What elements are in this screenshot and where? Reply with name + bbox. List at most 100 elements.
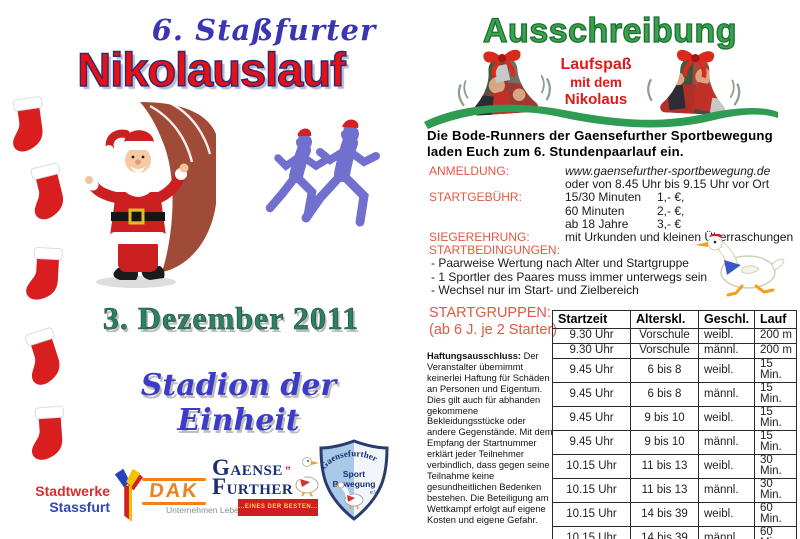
sponsor-stadtwerke-line1: Stadtwerke bbox=[35, 483, 110, 499]
table-cell: 11 bis 13 bbox=[630, 454, 699, 479]
badge-line3: Bewegung bbox=[333, 479, 376, 489]
bell-caption: Laufspaß mit dem Nikolaus bbox=[545, 55, 647, 109]
table-cell: 11 bis 13 bbox=[630, 478, 699, 503]
table-cell: 9.45 Uhr bbox=[552, 430, 631, 455]
anmeldung-label: ANMELDUNG: bbox=[429, 164, 510, 178]
table-cell: Vorschule bbox=[630, 328, 699, 344]
event-venue: Stadion der Einheit bbox=[140, 368, 337, 438]
anmeldung-row2: oder von 8.45 Uhr bis 9.15 Uhr vor Ort bbox=[429, 178, 795, 191]
fees-rows: 15/30 Minuten 1,- €, 60 Minuten 2,- €, ab 18… bbox=[565, 191, 795, 231]
sponsor-dak-tagline: Unternehmen Leben bbox=[166, 505, 244, 515]
table-cell: männl bbox=[698, 526, 755, 539]
intro-text: Die Bode-Runners der Gaensefurther Sport… bbox=[427, 128, 789, 159]
gaense-line2: FURTHER bbox=[212, 474, 294, 499]
goose-logo-icon bbox=[295, 457, 319, 497]
table-cell: 6 bis 8 bbox=[630, 358, 699, 383]
badge-line2: Sport bbox=[343, 469, 365, 479]
table-cell: 14 bis 39 bbox=[630, 526, 699, 539]
table-cell: 30 Min. bbox=[754, 454, 797, 479]
page-title: Ausschreibung bbox=[482, 11, 737, 50]
bell-caption-line: mit dem bbox=[570, 75, 622, 90]
bell-caption-line: Laufspaß bbox=[560, 56, 632, 73]
table-cell: 15 Min. bbox=[754, 382, 797, 407]
table-cell: 10.15 Uhr bbox=[552, 502, 631, 527]
running-goose-icon bbox=[695, 234, 785, 297]
fee-row: 60 Minuten 2,- €, bbox=[565, 203, 685, 218]
startgruppen-title: STARTGRUPPEN: bbox=[429, 305, 551, 321]
table-header-cell: Alterskl. bbox=[630, 310, 699, 329]
table-row: 9.45 Uhr 9 bis 10 weibl. 15 Min. bbox=[552, 406, 797, 431]
table-row: 9.30 Uhr Vorschule männl. 200 m bbox=[552, 343, 797, 359]
disclaimer: Haftungsausschluss: Der Veranstalter übe… bbox=[427, 351, 557, 526]
anmeldung-onsite: oder von 8.45 Uhr bis 9.15 Uhr vor Ort bbox=[565, 177, 770, 192]
table-cell: 15 Min. bbox=[754, 358, 797, 383]
sponsor-stadtwerke-line2: Stassfurt bbox=[49, 499, 110, 515]
table-cell: 15 Min. bbox=[754, 406, 797, 431]
stocking-icon bbox=[32, 405, 65, 460]
table-cell: weibl. bbox=[698, 454, 755, 479]
club-badge-icon: Gaensefurther Sport Bewegung e.V. bbox=[318, 439, 389, 521]
table-cell: männl. bbox=[698, 478, 755, 503]
table-cell: männl. bbox=[698, 430, 755, 455]
table-cell: 15 Min. bbox=[754, 430, 797, 455]
startbedingungen-item: - Paarweise Wertung nach Alter und Start… bbox=[431, 256, 689, 271]
table-header-cell: Geschl. bbox=[698, 310, 755, 329]
table-row: 9.45 Uhr 6 bis 8 weibl. 15 Min. bbox=[552, 358, 797, 383]
disclaimer-body: Der Veranstalter übernimmt keinerlei Haf… bbox=[427, 351, 553, 525]
gaense-mark: ” bbox=[284, 464, 292, 478]
table-cell: 10.15 Uhr bbox=[552, 454, 631, 479]
event-subtitle: 6. Staßfurter bbox=[151, 13, 377, 47]
sponsor-stadtwerke: Stadtwerke Stassfurt bbox=[28, 483, 110, 515]
bell-photo-icon bbox=[647, 49, 741, 116]
startgruppen-label: STARTGRUPPEN: (ab 6 J. je 2 Starter) bbox=[429, 305, 557, 339]
table-cell: 6 bis 8 bbox=[630, 382, 699, 407]
santa-illustration bbox=[85, 101, 216, 288]
table-cell: 60 Min. bbox=[754, 526, 797, 539]
table-cell: 9.45 Uhr bbox=[552, 358, 631, 383]
table-row: 9.45 Uhr 6 bis 8 männl. 15 Min. bbox=[552, 382, 797, 407]
table-cell: weibl. bbox=[698, 358, 755, 383]
start-table: Startzeit Alterskl. Geschl. Lauf 9.30 Uhr Vo… bbox=[552, 310, 797, 539]
startgebuehr-label: STARTGEBÜHR: bbox=[429, 190, 522, 205]
gaense-banner: ...EINES DER BESTEN... bbox=[238, 499, 318, 516]
table-row: 10.15 Uhr 14 bis 39 weibl. 60 Min. bbox=[552, 502, 797, 527]
green-wave-divider bbox=[424, 104, 778, 129]
startbedingungen-list: - Paarweise Wertung nach Alter und Start… bbox=[429, 257, 795, 297]
dak-bar bbox=[142, 478, 206, 481]
siegerehrung-value: mit Urkunden und kleinen Überraschungen bbox=[565, 230, 794, 245]
stocking-icon bbox=[30, 162, 63, 220]
stocking-icon bbox=[12, 96, 43, 152]
table-row: 10.15 Uhr 11 bis 13 männl. 30 Min. bbox=[552, 478, 797, 503]
table-cell: 9 bis 10 bbox=[630, 406, 699, 431]
intro-line2: laden Euch zum 6. Stundenpaarlauf ein. bbox=[427, 143, 684, 159]
runners-illustration bbox=[265, 119, 380, 227]
startbedingungen-item: - 1 Sportler des Paares muss immer unter… bbox=[431, 269, 708, 284]
stocking-icon bbox=[25, 327, 60, 385]
startgruppen-note: (ab 6 J. je 2 Starter) bbox=[429, 322, 558, 338]
siegerehrung-label: SIEGEREHRUNG: bbox=[429, 230, 530, 245]
table-cell: weibl. bbox=[698, 328, 755, 344]
table-cell: männl. bbox=[698, 382, 755, 407]
event-date: 3. Dezember 2011 bbox=[102, 300, 360, 337]
fee-row: 15/30 Minuten 1,- €, bbox=[565, 190, 685, 205]
table-cell: weibl. bbox=[698, 502, 755, 527]
stocking-icon bbox=[26, 246, 63, 300]
table-row: 9.30 Uhr Vorschule weibl. 200 m bbox=[552, 328, 797, 344]
fee-row: ab 18 Jahre 3,- € bbox=[565, 216, 682, 231]
badge-ev: e.V. bbox=[370, 490, 378, 496]
intro-line1: Die Bode-Runners der Gaensefurther Sport… bbox=[427, 128, 773, 143]
start-table-body: 9.30 Uhr Vorschule weibl. 200 m 9.30 Uhr Vors… bbox=[552, 328, 797, 539]
startbedingungen-label: STARTBEDINGUNGEN: bbox=[429, 243, 560, 258]
table-cell: 9.30 Uhr bbox=[552, 328, 631, 344]
table-header-cell: Startzeit bbox=[552, 310, 631, 329]
sponsor-gaensefurther-logo: GAENSE” FURTHER ...EINES DER BESTEN... bbox=[212, 460, 322, 516]
disclaimer-lead: Haftungsausschluss: bbox=[427, 351, 522, 361]
table-cell: 14 bis 39 bbox=[630, 502, 699, 527]
table-cell: 9.45 Uhr bbox=[552, 406, 631, 431]
bell-caption-line: Nikolaus bbox=[564, 91, 628, 108]
table-cell: 200 m bbox=[754, 343, 797, 359]
anmeldung-url: www.gaensefurther-sportbewegung.de bbox=[565, 164, 771, 178]
table-cell: 60 Min. bbox=[754, 502, 797, 527]
